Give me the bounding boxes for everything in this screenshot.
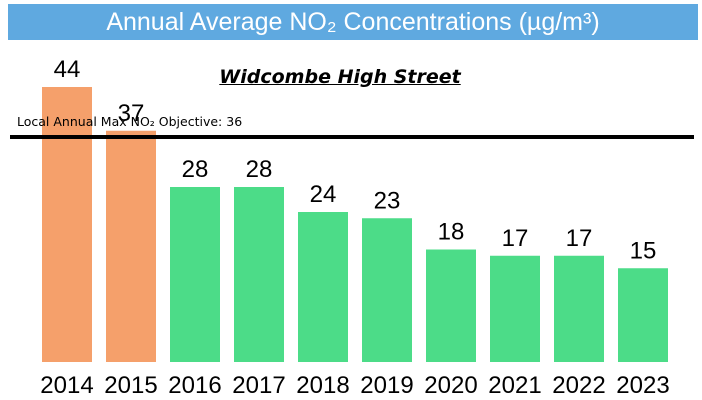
bar-value-label: 28 [246,156,273,183]
bar-value-label: 17 [566,225,593,252]
x-tick-label: 2021 [488,372,541,399]
bar-2021 [490,255,540,362]
x-tick-label: 2017 [232,372,285,399]
bar-2020 [426,249,476,362]
chart-title: Annual Average NO₂ Concentrations (µg/m³… [8,4,698,40]
x-tick-label: 2023 [616,372,669,399]
x-tick-label: 2020 [424,372,477,399]
x-tick-label: 2015 [104,372,157,399]
bar-2016 [170,187,220,362]
bar-value-label: 18 [438,219,465,246]
bar-2017 [234,187,284,362]
bar-2015 [106,130,156,362]
bar-value-label: 28 [182,156,209,183]
bar-2022 [554,255,604,362]
bar-value-label: 44 [54,56,81,83]
chart-subtitle: Widcombe High Street [219,66,461,88]
bar-value-label: 15 [630,237,657,264]
bar-value-label: 24 [310,181,337,208]
x-tick-label: 2018 [296,372,349,399]
x-tick-label: 2019 [360,372,413,399]
bar-2019 [362,218,412,362]
bar-2018 [298,212,348,362]
bar-2014 [42,87,92,362]
bar-value-label: 23 [374,187,401,214]
objective-label: Local Annual Max NO₂ Objective: 36 [17,114,243,129]
bar-value-label: 37 [118,100,145,127]
bar-2023 [618,268,668,362]
x-tick-label: 2022 [552,372,605,399]
x-tick-label: 2016 [168,372,221,399]
bar-value-label: 17 [502,225,529,252]
x-tick-label: 2014 [40,372,93,399]
